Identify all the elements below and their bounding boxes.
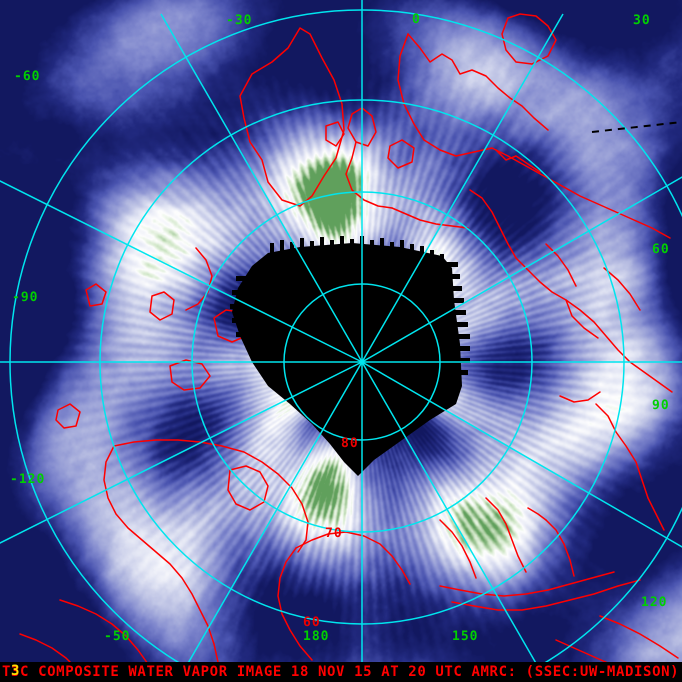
lon-label-150: 150 — [452, 629, 479, 644]
lon-label-minus90: -90 — [12, 290, 39, 305]
lon-label-30: 30 — [633, 13, 651, 28]
lon-label-90: 90 — [652, 398, 670, 413]
lon-label-minus30-top: -30 — [226, 13, 253, 28]
lat-label-80: 80 — [341, 436, 359, 451]
lon-label-minus50: -50 — [104, 629, 131, 644]
lon-label-180: 180 — [303, 629, 330, 644]
lon-label-120: 120 — [641, 595, 668, 610]
lon-label-minus120: -120 — [10, 472, 46, 487]
lat-label-60: 60 — [303, 615, 321, 630]
caption-channel-badge: 3 — [11, 663, 20, 679]
lat-label-70: 70 — [325, 526, 343, 541]
lon-label-minus60: -60 — [14, 69, 41, 84]
lon-label-0: 0 — [412, 12, 421, 27]
lon-label-60: 60 — [652, 242, 670, 257]
image-caption-bar: T3C COMPOSITE WATER VAPOR IMAGE 18 NOV 1… — [0, 662, 682, 682]
